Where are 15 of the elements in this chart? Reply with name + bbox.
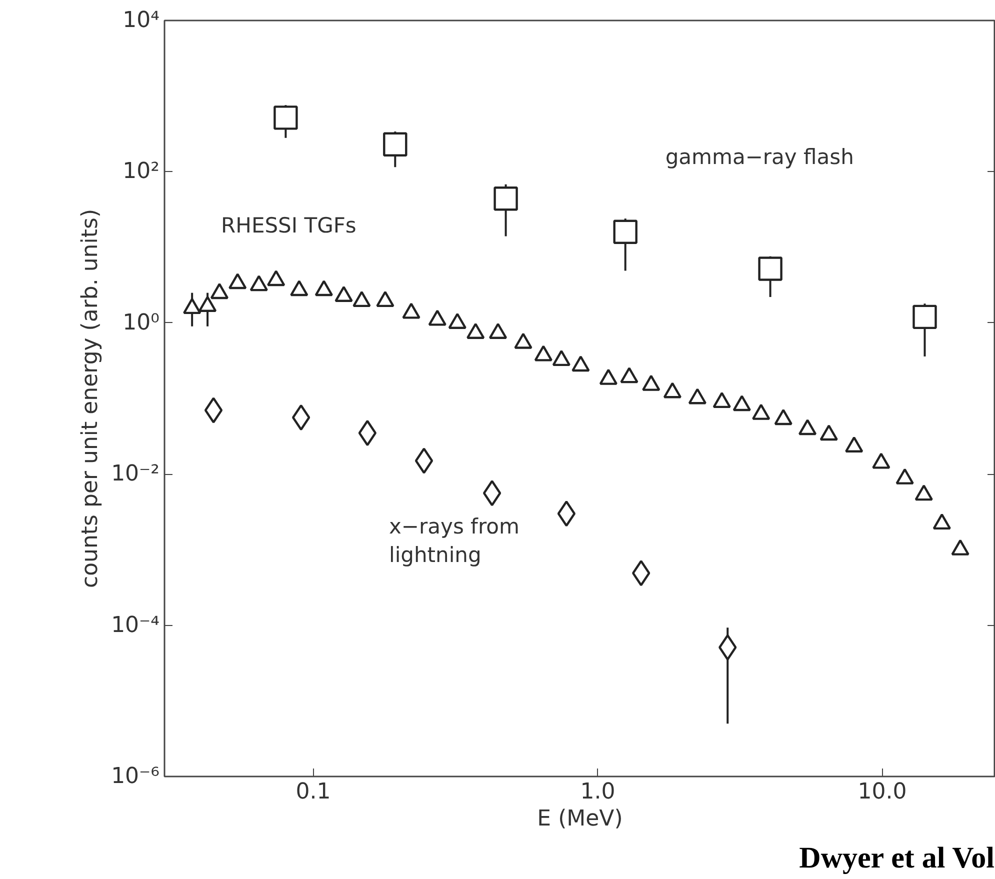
y-tick-label: 10⁴: [122, 8, 160, 33]
y-tick-label: 10⁻⁴: [111, 612, 160, 638]
y-tick-label: 10²: [122, 159, 160, 184]
series-label: RHESSI TGFs: [221, 213, 356, 238]
y-tick-label: 10⁻²: [111, 462, 160, 487]
y-axis-title: counts per unit energy (arb. units): [78, 208, 104, 588]
x-tick-label: 10.0: [858, 780, 907, 804]
x-tick-label: 1.0: [580, 780, 616, 804]
y-tick-label: 10⁰: [122, 310, 160, 336]
y-tick-label: 10⁻⁶: [111, 764, 160, 789]
series-label: x−rays from lightning: [388, 514, 520, 568]
x-axis-title: E (MeV): [537, 806, 623, 832]
x-tick-label: 0.1: [296, 780, 331, 804]
text: Dwyer et al Vol: [799, 842, 994, 874]
text: gamma−ray flash: [665, 144, 854, 169]
